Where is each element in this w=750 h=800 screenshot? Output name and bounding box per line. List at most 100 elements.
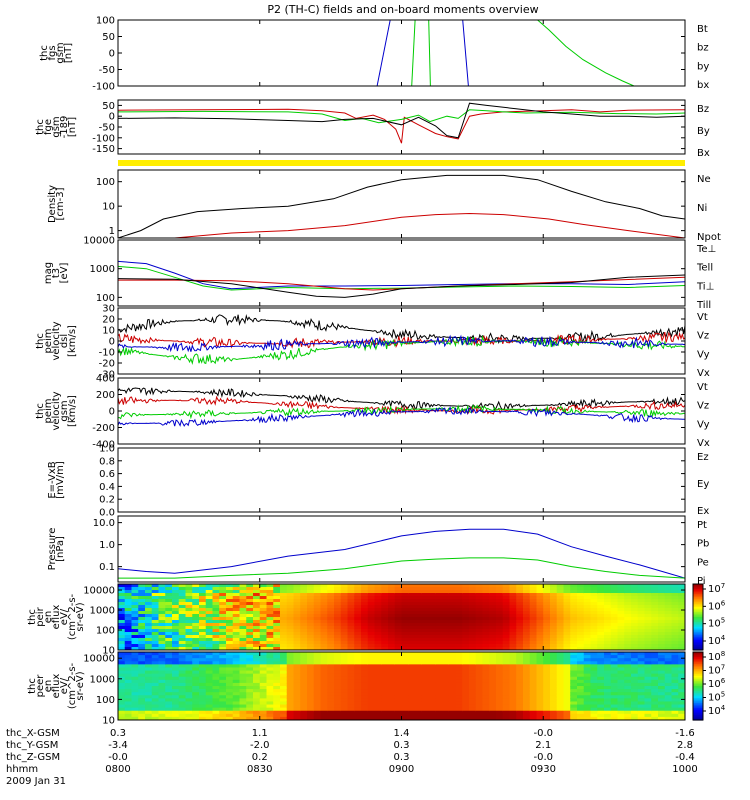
spectrogram-cell [442, 593, 450, 597]
spectrogram-cell [192, 689, 200, 693]
spectrogram-cell [644, 605, 652, 609]
spectrogram-cell [219, 682, 227, 687]
series-line [537, 20, 635, 86]
spectrogram-cell [253, 623, 261, 627]
spectrogram-cell [624, 602, 632, 606]
spectrogram-cell [246, 602, 254, 606]
spectrogram-cell [509, 667, 517, 672]
spectrogram-cell [273, 664, 281, 669]
spectrogram-cell [273, 590, 281, 594]
spectrogram-cell [273, 605, 281, 609]
spectrogram-cell [313, 686, 322, 690]
spectrogram-cell [266, 655, 274, 659]
spectrogram-cell [577, 638, 585, 642]
spectrogram-cell [550, 698, 558, 703]
spectrogram-cell [435, 617, 443, 621]
spectrogram-cell [286, 632, 295, 636]
spectrogram-cell [550, 605, 558, 609]
spectrogram-cell [273, 686, 281, 690]
spectrogram-cell [199, 701, 207, 706]
spectrogram-cell [394, 716, 403, 720]
spectrogram-cell [313, 602, 322, 606]
spectrogram-cell [502, 652, 511, 656]
spectrogram-cell [617, 667, 625, 672]
spectrogram-cell [543, 638, 551, 642]
spectrogram-cell [563, 707, 571, 712]
spectrogram-cell [543, 599, 551, 603]
legend-entry: Vz [697, 331, 709, 342]
spectrogram-cell [273, 710, 281, 715]
spectrogram-cell [448, 647, 457, 650]
spectrogram-cell [610, 647, 619, 650]
spectrogram-cell [327, 698, 335, 703]
spectrogram-cell [273, 596, 281, 600]
spectrogram-cell [624, 676, 632, 681]
spectrogram-cell [516, 704, 524, 709]
spectrogram-cell [556, 590, 565, 594]
spectrogram-cell [462, 686, 470, 690]
spectrogram-cell [590, 629, 598, 633]
spectrogram-cell [482, 673, 490, 678]
spectrogram-cell [563, 692, 571, 696]
spectrogram-cell [158, 658, 166, 662]
spectrogram-cell [529, 632, 538, 636]
spectrogram-cell [327, 587, 335, 591]
legend-entry: Ez [697, 452, 709, 463]
spectrogram-cell [354, 713, 362, 718]
spectrogram-cell [158, 692, 166, 696]
spectrogram-cell [435, 599, 443, 603]
spectrogram-cell [658, 626, 666, 630]
spectrogram-cell [394, 617, 403, 621]
spectrogram-cell [583, 620, 592, 624]
spectrogram-cell [502, 658, 511, 662]
spectrogram-cell [118, 644, 126, 648]
spectrogram-cell [435, 590, 443, 594]
spectrogram-cell [664, 647, 673, 650]
spectrogram-cell [199, 707, 207, 712]
spectrogram-cell [212, 614, 220, 618]
spectrogram-cell [644, 590, 652, 594]
spectrogram-cell [421, 679, 430, 684]
spectrogram-cell [516, 620, 524, 624]
y-axis-label: Density[cm-3] [47, 185, 66, 223]
spectrogram-cell [523, 686, 531, 690]
spectrogram-cell [118, 629, 126, 633]
spectrogram-cell [327, 710, 335, 715]
spectrogram-cell [327, 611, 335, 615]
spectrogram-cell [273, 617, 281, 621]
spectrogram-cell [253, 644, 261, 648]
spectrogram-cell [361, 632, 369, 636]
spectrogram-cell [327, 590, 335, 594]
spectrogram-cell [307, 644, 315, 648]
spectrogram-cell [381, 593, 389, 597]
spectrogram-cell [455, 593, 463, 597]
spectrogram-cell [131, 584, 139, 588]
spectrogram-cell [361, 682, 369, 687]
spectrogram-cell [428, 611, 436, 615]
spectrogram-cell [307, 716, 315, 720]
spectrogram-cell [172, 617, 180, 621]
spectrogram-cell [293, 701, 301, 706]
spectrogram-cell [415, 605, 423, 609]
spectrogram-cell [610, 658, 619, 662]
spectrogram-cell [388, 673, 396, 678]
spectrogram-cell [428, 617, 436, 621]
spectrogram-cell [455, 647, 463, 650]
spectrogram-cell [327, 704, 335, 709]
spectrogram-cell [212, 673, 220, 678]
colorbar-step [693, 694, 703, 697]
spectrogram-cell [529, 629, 538, 633]
spectrogram-cell [145, 679, 153, 684]
colorbar-step [693, 585, 703, 588]
spectrogram-cell [273, 701, 281, 706]
spectrogram-cell [205, 584, 214, 588]
spectrogram-cell [408, 664, 416, 669]
spectrogram-cell [590, 667, 598, 672]
spectrogram-cell [219, 584, 227, 588]
spectrogram-cell [442, 676, 450, 681]
legend-entry: Pe [697, 557, 709, 568]
spectrogram-cell [347, 713, 355, 718]
spectrogram-cell [293, 623, 301, 627]
spectrogram-cell [361, 667, 369, 672]
spectrogram-cell [529, 593, 538, 597]
